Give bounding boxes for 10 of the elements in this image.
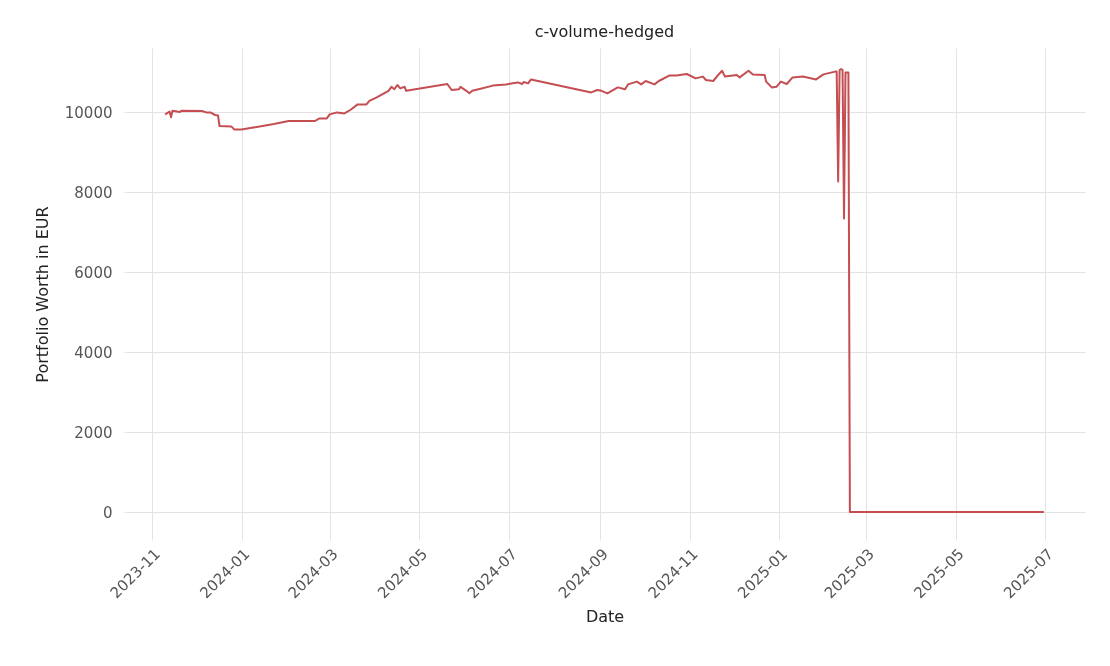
chart-title: c-volume-hedged: [534, 22, 675, 41]
y-tick-label: 6000: [74, 263, 113, 282]
y-tick-label: 8000: [74, 183, 113, 202]
x-axis-title: Date: [585, 607, 625, 627]
line-series: [164, 68, 1045, 513]
y-tick-label: 4000: [74, 343, 113, 362]
y-tick-label: 2000: [74, 423, 113, 442]
y-axis-title: Portfolio Worth in EUR: [32, 206, 52, 383]
y-tick-label: 0: [102, 503, 113, 522]
y-tick-label: 10000: [64, 103, 113, 122]
